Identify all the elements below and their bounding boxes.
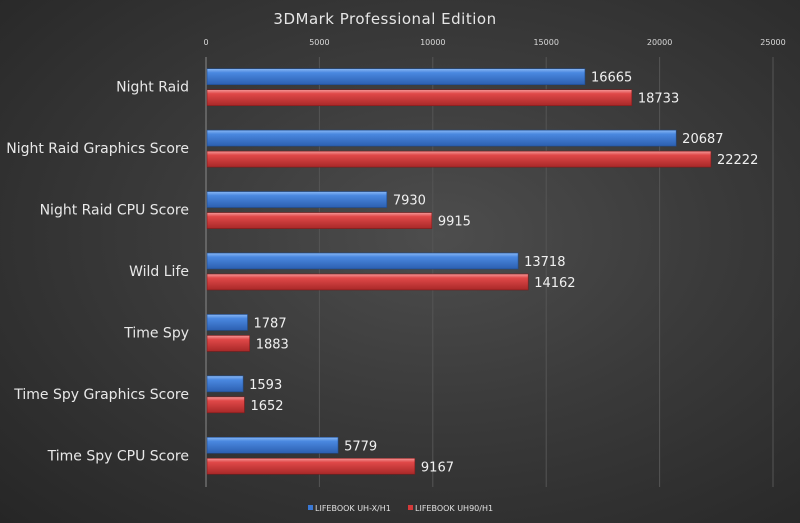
x-tick-label: 15000 — [533, 38, 558, 47]
bar-uh90 — [206, 273, 529, 291]
data-label: 1787 — [254, 316, 287, 331]
x-tick-label: 0 — [203, 38, 208, 47]
data-label: 20687 — [682, 132, 723, 147]
data-label: 18733 — [638, 92, 679, 107]
data-label: 1593 — [249, 378, 282, 393]
bar-uhx — [206, 68, 586, 86]
chart-title: 3DMark Professional Edition — [273, 10, 496, 28]
bar-uh90 — [206, 150, 712, 168]
bar-uhx — [206, 375, 244, 393]
data-label: 22222 — [717, 153, 758, 168]
category-label: Time Spy — [123, 325, 189, 341]
bar-uhx — [206, 129, 677, 147]
data-label: 1883 — [256, 337, 289, 352]
bar-uhx — [206, 191, 388, 208]
bar-uhx — [206, 436, 339, 454]
legend-label: LIFEBOOK UH-X/H1 — [315, 504, 391, 513]
bar-uh90 — [206, 457, 416, 475]
x-tick-label: 5000 — [309, 38, 329, 47]
data-label: 9915 — [438, 215, 471, 230]
category-label: Time Spy CPU Score — [47, 448, 189, 464]
bar-uhx — [206, 252, 519, 270]
category-label: Wild Life — [129, 264, 189, 280]
bar-uhx — [206, 314, 248, 331]
x-tick-label: 10000 — [420, 38, 445, 47]
category-label: Time Spy Graphics Score — [13, 387, 189, 403]
bar-uh90 — [206, 89, 633, 107]
legend-swatch — [308, 505, 313, 510]
legend-label: LIFEBOOK UH90/H1 — [415, 504, 493, 513]
bar-uh90 — [206, 335, 251, 352]
x-tick-label: 25000 — [760, 38, 785, 47]
data-label: 5779 — [344, 439, 377, 454]
bar-uh90 — [206, 396, 245, 414]
category-label: Night Raid — [116, 80, 189, 96]
data-label: 16665 — [591, 71, 632, 86]
data-label: 7930 — [393, 194, 426, 209]
data-label: 13718 — [524, 255, 565, 270]
category-label: Night Raid CPU Score — [40, 203, 189, 219]
category-label: Night Raid Graphics Score — [6, 141, 189, 157]
bar-uh90 — [206, 212, 433, 229]
data-label: 1652 — [250, 399, 283, 414]
legend-swatch — [408, 505, 413, 510]
data-label: 9167 — [421, 460, 454, 475]
data-label: 14162 — [534, 276, 575, 291]
x-tick-label: 20000 — [647, 38, 672, 47]
